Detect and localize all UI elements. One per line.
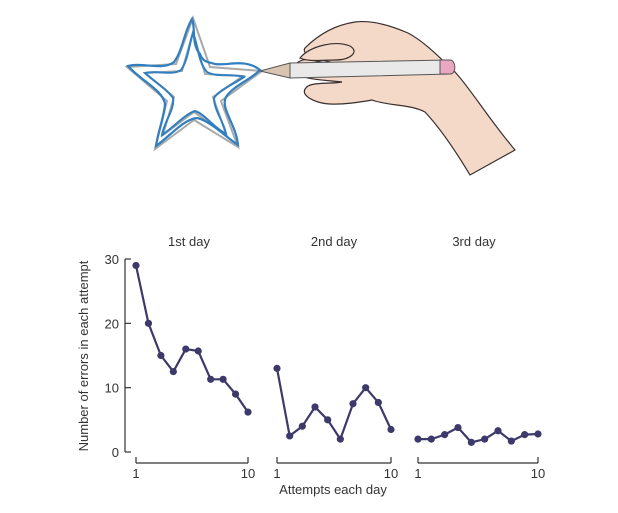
data-point [336, 435, 344, 443]
data-point [311, 403, 319, 411]
traced-star-inner [143, 30, 247, 138]
data-point [157, 351, 165, 360]
thumb [299, 43, 355, 62]
panel-2: 2nd day 1 10 [273, 234, 398, 481]
y-axis-label: Number of errors in each attempt [76, 260, 91, 451]
y-tick-label: 0 [112, 445, 119, 460]
x-tick-label: 10 [384, 466, 398, 481]
panel-1: 1st day 1 10 [132, 234, 255, 481]
data-point [349, 400, 357, 408]
x-tick-label: 10 [241, 466, 255, 481]
data-point [441, 431, 449, 439]
data-point [219, 375, 227, 383]
data-point [427, 435, 435, 443]
data-point [521, 431, 529, 439]
data-point [454, 423, 462, 432]
data-point [534, 430, 542, 438]
panel-title: 3rd day [452, 234, 496, 249]
x-tick-label: 1 [273, 466, 280, 481]
data-point [132, 261, 140, 270]
data-point [286, 432, 294, 440]
series-line [134, 265, 249, 413]
data-point [298, 422, 306, 430]
panel-title: 2nd day [311, 234, 358, 249]
data-point [387, 425, 395, 434]
pencil-tip [259, 62, 291, 79]
data-point [414, 435, 422, 443]
star-tracing-illustration [124, 15, 516, 176]
x-tick-label: 10 [531, 466, 545, 481]
pencil-eraser [439, 59, 456, 75]
data-point [244, 408, 252, 416]
data-point [194, 347, 202, 355]
data-point [324, 416, 332, 424]
data-point [494, 427, 502, 435]
data-point [467, 438, 475, 446]
data-point [207, 375, 215, 383]
panel-title: 1st day [168, 234, 210, 249]
chart-panels: 1st day 1 10 2nd day 1 10 3rd day 1 10 [132, 234, 545, 481]
y-ticks: 0 10 20 30 [105, 252, 131, 460]
data-point [273, 364, 281, 372]
y-tick-label: 30 [105, 252, 119, 267]
data-point [507, 437, 515, 445]
data-point [231, 390, 240, 398]
y-tick-label: 10 [105, 381, 119, 396]
data-point [169, 367, 177, 376]
panel-3: 3rd day 1 10 [414, 234, 545, 481]
data-point [362, 384, 370, 392]
y-tick-label: 20 [105, 316, 119, 331]
x-tick-label: 1 [132, 466, 139, 481]
data-point [374, 398, 382, 407]
series-line [275, 368, 392, 442]
data-point [182, 345, 190, 353]
series-line [418, 426, 539, 444]
x-axis-label: Attempts each day [279, 482, 387, 497]
data-point [144, 319, 153, 327]
data-point [481, 435, 489, 443]
x-tick-label: 1 [414, 466, 421, 481]
